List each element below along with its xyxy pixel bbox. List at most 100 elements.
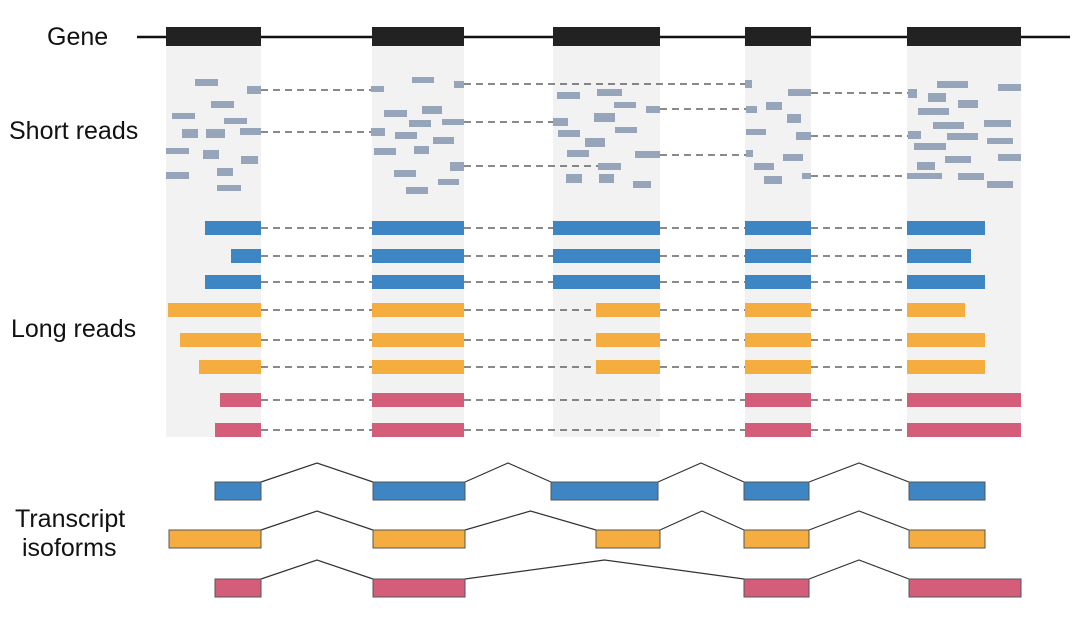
long-read-orange	[596, 333, 660, 347]
short-read	[754, 163, 774, 170]
short-read	[240, 128, 261, 135]
long-read-orange	[168, 303, 261, 317]
long-read-orange	[372, 360, 464, 374]
long-read-blue	[553, 275, 660, 289]
isoform-exon-blue	[372, 481, 466, 501]
isoform-exon-pink	[214, 578, 262, 598]
short-read	[166, 172, 189, 179]
long-read-orange	[596, 360, 660, 374]
short-read	[802, 173, 811, 179]
isoform-exon-pink	[372, 578, 466, 598]
isoform-exon-blue	[214, 481, 262, 501]
short-read	[182, 129, 198, 138]
short-read	[908, 131, 921, 139]
short-read	[414, 146, 429, 154]
short-read	[615, 127, 637, 133]
long-read-orange	[907, 360, 985, 374]
exon-band	[372, 46, 464, 437]
intron-line	[260, 559, 374, 580]
long-read-blue	[553, 249, 660, 263]
long-read-pink	[745, 393, 811, 407]
long-read-orange	[907, 333, 985, 347]
short-read	[597, 89, 622, 96]
intron-line	[808, 559, 910, 580]
short-read	[646, 106, 660, 113]
long-read-blue	[907, 249, 971, 263]
short-read	[745, 80, 752, 88]
short-read	[412, 77, 434, 83]
gene-exon	[166, 27, 261, 46]
short-read	[371, 86, 384, 92]
long-read-orange	[745, 360, 811, 374]
gene-label: Gene	[47, 23, 109, 51]
short-read	[998, 154, 1021, 161]
short-read	[766, 102, 782, 110]
long-read-pink	[372, 423, 464, 437]
short-read	[422, 106, 442, 114]
long-read-blue	[745, 275, 811, 289]
long-read-blue	[907, 275, 985, 289]
short-read	[746, 150, 753, 157]
short-read	[395, 132, 417, 139]
short-read	[166, 148, 189, 154]
isoform-exon-blue	[550, 481, 659, 501]
intron-line	[808, 510, 910, 531]
short-read	[917, 162, 935, 170]
short-read	[374, 148, 396, 155]
short-read	[553, 118, 568, 126]
gene-exon	[745, 27, 811, 46]
long-read-pink	[907, 393, 1021, 407]
short-read	[933, 122, 964, 129]
short-read	[557, 92, 580, 99]
short-read	[998, 84, 1021, 91]
long-read-blue	[372, 221, 464, 235]
gene-exon	[372, 27, 464, 46]
short-read	[172, 113, 195, 119]
short-read	[454, 81, 464, 88]
short-read	[937, 81, 968, 88]
short-read	[241, 156, 258, 164]
short-read	[598, 163, 621, 170]
long-read-blue	[907, 221, 985, 235]
short-read	[217, 185, 241, 191]
long-read-orange	[745, 333, 811, 347]
short-read	[746, 106, 757, 113]
long-read-orange	[180, 333, 261, 347]
isoforms-label: isoforms	[22, 534, 117, 562]
short-read	[947, 133, 978, 140]
short-reads-label: Short reads	[9, 117, 139, 145]
short-read	[206, 129, 225, 138]
short-read	[908, 89, 917, 98]
isoform-exon-orange	[743, 529, 810, 549]
isoform-exon-blue	[743, 481, 810, 501]
short-read	[450, 162, 464, 171]
short-read	[928, 93, 946, 102]
short-read	[585, 138, 605, 147]
isoform-exon-pink	[743, 578, 810, 598]
short-read	[987, 181, 1013, 188]
short-read	[247, 86, 261, 94]
short-read	[796, 132, 811, 140]
isoform-exon-orange	[595, 529, 661, 549]
short-read	[614, 102, 636, 108]
long-read-pink	[907, 423, 1021, 437]
intron-line	[808, 462, 910, 483]
short-read	[633, 181, 651, 188]
short-read	[907, 173, 942, 179]
short-read	[635, 151, 660, 158]
long-read-blue	[553, 221, 660, 235]
long-read-blue	[231, 249, 261, 263]
short-read	[783, 154, 803, 161]
short-read	[567, 150, 589, 157]
long-read-blue	[745, 249, 811, 263]
short-read	[914, 143, 946, 150]
long-read-blue	[205, 275, 261, 289]
short-read	[409, 120, 431, 127]
long-read-pink	[372, 393, 464, 407]
long-read-blue	[205, 221, 261, 235]
intron-line	[464, 462, 552, 483]
isoform-exon-orange	[908, 529, 986, 549]
long-read-blue	[372, 249, 464, 263]
long-read-pink	[745, 423, 811, 437]
short-read	[371, 128, 385, 136]
